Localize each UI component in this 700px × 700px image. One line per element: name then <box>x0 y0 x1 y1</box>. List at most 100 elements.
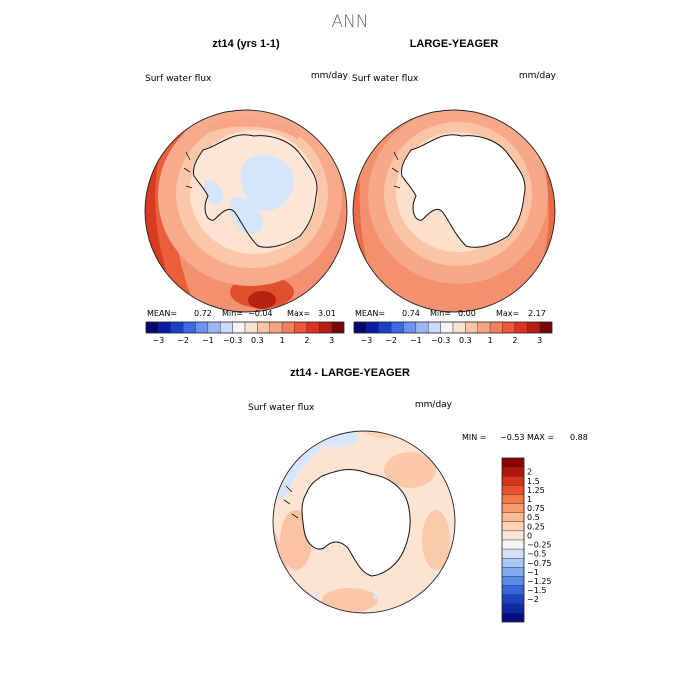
colorbar-diff-swatch-13 <box>501 576 525 586</box>
colorbar-diff-label: −0.75 <box>527 559 552 568</box>
colorbar-right-swatch-10 <box>477 321 491 334</box>
colorbar-left-swatch-15 <box>331 321 345 334</box>
colorbar-left-swatch-2 <box>170 321 184 334</box>
mean-value-left: 0.72 <box>194 309 212 318</box>
colorbar-left-tick-label: 2 <box>304 336 309 345</box>
colorbar-diff-label: 0.75 <box>527 504 545 513</box>
colorbar-left-swatch-0 <box>145 321 159 334</box>
colorbar-diff-swatch-14 <box>501 585 525 595</box>
max-label-diff: MAX = <box>527 433 554 442</box>
colorbar-diff-swatch-16 <box>501 603 525 614</box>
colorbar-diff-label: 2 <box>527 468 532 477</box>
colorbar-left-swatch-9 <box>257 321 270 334</box>
colorbar-right-swatch-3 <box>390 321 404 334</box>
colorbar-diff-label: 1.25 <box>527 486 545 495</box>
panel-header-diff: zt14 - LARGE-YEAGER <box>290 367 410 379</box>
min-label-diff: MIN = <box>462 433 487 442</box>
colorbar-diff-swatch-8 <box>501 530 525 541</box>
colorbar-diff-swatch-15 <box>501 594 525 604</box>
figure-title: ANN <box>331 12 368 32</box>
colorbar-left-swatch-5 <box>207 321 221 334</box>
colorbar-left-tick-label: 3 <box>329 336 334 345</box>
colorbar-right-swatch-2 <box>378 321 392 334</box>
colorbar-right-tick-label: −2 <box>385 336 397 345</box>
units-label-right: mm/day <box>519 71 557 81</box>
colorbar-right-tick-label: −0.3 <box>431 336 450 345</box>
mean-value-right: 0.74 <box>402 309 420 318</box>
colorbar-right-swatch-11 <box>489 321 503 334</box>
colorbar-diff-swatch-11 <box>501 558 525 568</box>
min-value-right: 0.00 <box>458 309 476 318</box>
units-label-diff: mm/day <box>415 400 453 410</box>
colorbar-diff-label: 0.25 <box>527 522 545 531</box>
field-label-diff: Surf water flux <box>248 403 315 413</box>
colorbar-diff-swatch-2 <box>501 476 525 486</box>
colorbar-left-tick-label: 1 <box>280 336 285 345</box>
colorbar-diff-swatch-12 <box>501 567 525 577</box>
max-label-right: Max= <box>496 309 519 318</box>
colorbar-right-tick-label: 0.3 <box>459 336 472 345</box>
colorbar-left-swatch-14 <box>319 321 332 334</box>
min-label-right: Min= <box>430 309 451 318</box>
colorbar-left-tick-label: −0.3 <box>223 336 242 345</box>
max-label-left: Max= <box>287 309 310 318</box>
max-value-diff: 0.88 <box>570 433 588 442</box>
colorbar-left-swatch-1 <box>158 321 171 334</box>
colorbar-right-swatch-14 <box>527 321 540 334</box>
min-value-left: −0.04 <box>248 309 273 318</box>
field-label-right: Surf water flux <box>352 74 419 84</box>
colorbar-right-swatch-13 <box>514 321 528 334</box>
colorbar-left-swatch-3 <box>182 321 196 334</box>
colorbar-right-swatch-12 <box>502 321 516 334</box>
colorbar-diff-swatch-3 <box>501 485 525 495</box>
field-label-left: Surf water flux <box>145 74 212 84</box>
colorbar-diff-swatch-0 <box>501 457 525 468</box>
colorbar-right-frame <box>353 321 553 334</box>
colorbar-diff-label: 1 <box>527 495 532 504</box>
mean-label-right: MEAN= <box>355 309 385 318</box>
colorbar-left-swatch-13 <box>306 321 320 334</box>
polar-map-right <box>352 109 556 313</box>
panel-header-left: zt14 (yrs 1-1) <box>212 38 280 50</box>
colorbar-left-tick-label: −2 <box>177 336 189 345</box>
colorbar-right-swatch-5 <box>415 321 429 334</box>
colorbar-right-swatch-6 <box>428 321 441 334</box>
colorbar-right-swatch-1 <box>366 321 379 334</box>
colorbar-diff-label: −0.5 <box>527 550 546 559</box>
min-value-diff: −0.53 <box>500 433 525 442</box>
colorbar-left-tick-label: −1 <box>202 336 214 345</box>
mean-label-left: MEAN= <box>147 309 177 318</box>
colorbar-diff-swatch-6 <box>501 512 525 522</box>
colorbar-diff: 21.51.2510.750.50.250−0.25−0.5−0.75−1−1.… <box>501 457 552 623</box>
colorbar-diff-label: 0 <box>527 531 532 540</box>
colorbar-diff-swatch-4 <box>501 494 525 504</box>
colorbar-left-swatch-7 <box>232 321 246 334</box>
colorbar-diff-frame <box>501 457 525 623</box>
max-value-left: 3.01 <box>318 309 336 318</box>
min-label-left: Min= <box>222 309 243 318</box>
panel-header-right: LARGE-YEAGER <box>410 38 499 50</box>
colorbar-left-swatch-4 <box>195 321 209 334</box>
colorbar-diff-label: −1.25 <box>527 577 552 586</box>
colorbar-diff-label: −1.5 <box>527 586 546 595</box>
colorbar-diff-label: 1.5 <box>527 477 540 486</box>
colorbar-diff-swatch-7 <box>501 521 525 532</box>
colorbar-left-swatch-10 <box>269 321 283 334</box>
units-label-left: mm/day <box>311 71 349 81</box>
colorbar-left-swatch-8 <box>244 321 258 334</box>
colorbar-right: −3 −2 −1 −0.3 0.3 1 2 3 <box>353 321 553 345</box>
colorbar-left-tick-label: 0.3 <box>251 336 264 345</box>
colorbar-right-swatch-0 <box>353 321 367 334</box>
colorbar-diff-swatch-9 <box>501 539 525 550</box>
colorbar-right-swatch-15 <box>539 321 553 334</box>
polar-map-left <box>144 109 348 313</box>
colorbar-left-swatch-6 <box>220 321 233 334</box>
colorbar-right-tick-label: 3 <box>537 336 542 345</box>
colorbar-right-swatch-4 <box>403 321 417 334</box>
colorbar-diff-label: −1 <box>527 568 539 577</box>
polar-map-diff <box>272 430 456 614</box>
colorbar-left-swatch-11 <box>281 321 295 334</box>
colorbar-diff-swatch-10 <box>501 548 525 559</box>
colorbar-left-tick-label: −3 <box>152 336 164 345</box>
